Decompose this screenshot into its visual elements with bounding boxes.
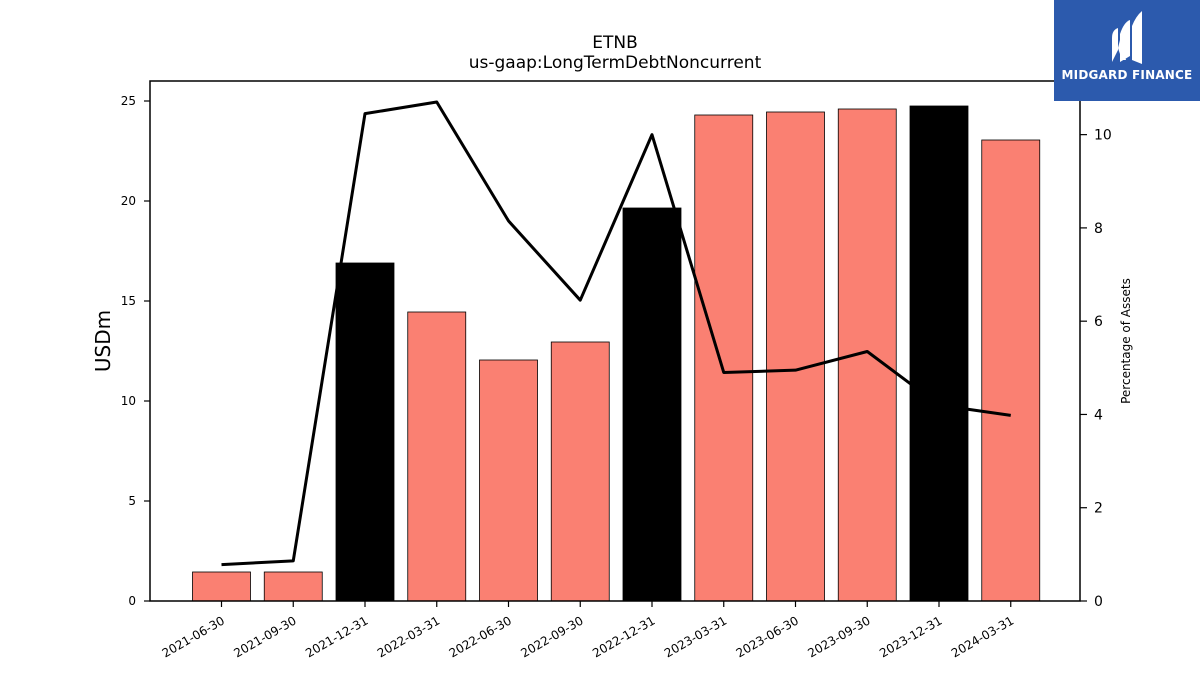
midgard-m-icon xyxy=(1112,11,1142,64)
logo: MIDGARD FINANCE xyxy=(1054,0,1200,101)
bar-2023-12-31 xyxy=(909,105,969,602)
x-tick-label: 2022-12-31 xyxy=(590,613,657,660)
x-tick-label: 2024-03-31 xyxy=(949,613,1016,660)
y-tick-label: 25 xyxy=(121,94,136,108)
bar-2022-03-31 xyxy=(407,311,467,602)
left-axis-ticks: 0 5 10 15 20 25 xyxy=(121,94,150,608)
x-tick-label: 2021-12-31 xyxy=(303,613,370,660)
bar-2021-06-30 xyxy=(192,571,251,602)
y-tick-label: 0 xyxy=(128,594,136,608)
y2-axis-label: Percentage of Assets xyxy=(1119,278,1133,404)
bar-2024-03-31 xyxy=(981,139,1041,602)
y2-tick-label: 10 xyxy=(1094,128,1112,144)
x-tick-label: 2023-06-30 xyxy=(734,613,801,660)
bar-2021-12-31 xyxy=(335,262,395,602)
x-tick-label: 2022-03-31 xyxy=(375,613,442,660)
x-tick-label: 2023-09-30 xyxy=(805,613,872,660)
x-axis-ticks: 2021-06-30 2021-09-30 2021-12-31 2022-03-31… xyxy=(160,601,1016,660)
y-tick-label: 15 xyxy=(121,294,136,308)
bar-2023-06-30 xyxy=(766,111,825,602)
bar-group xyxy=(192,105,1041,602)
bar-2021-09-30 xyxy=(263,571,323,602)
x-tick-label: 2023-03-31 xyxy=(662,613,729,660)
x-tick-label: 2021-09-30 xyxy=(231,613,298,660)
bar-2022-09-30 xyxy=(550,341,610,602)
y2-tick-label: 4 xyxy=(1094,407,1103,423)
x-tick-label: 2022-06-30 xyxy=(447,613,514,660)
x-tick-label: 2022-09-30 xyxy=(518,613,585,660)
percentage-line xyxy=(221,100,1011,567)
chart-subtitle: us-gaap:LongTermDebtNoncurrent xyxy=(469,53,762,73)
plot-frame xyxy=(149,80,1081,602)
bar-2022-12-31 xyxy=(622,207,682,602)
line-group xyxy=(221,100,1011,567)
logo-text: MIDGARD FINANCE xyxy=(1061,68,1193,82)
x-tick-label: 2023-12-31 xyxy=(877,613,944,660)
y2-tick-label: 0 xyxy=(1094,594,1103,610)
y2-tick-label: 8 xyxy=(1094,221,1103,237)
y2-tick-label: 2 xyxy=(1094,501,1103,517)
y2-tick-label: 6 xyxy=(1094,314,1103,330)
x-tick-label: 2021-06-30 xyxy=(160,613,227,660)
right-axis-ticks: 0 2 4 6 8 10 xyxy=(1080,128,1112,610)
bar-2022-06-30 xyxy=(479,359,538,602)
bar-2023-03-31 xyxy=(694,114,754,602)
y-tick-label: 10 xyxy=(121,394,136,408)
y-tick-label: 20 xyxy=(121,194,136,208)
y-axis-label: USDm xyxy=(91,310,115,372)
chart-title: ETNB xyxy=(592,33,638,53)
bar-2023-09-30 xyxy=(837,108,897,602)
y-tick-label: 5 xyxy=(128,494,136,508)
